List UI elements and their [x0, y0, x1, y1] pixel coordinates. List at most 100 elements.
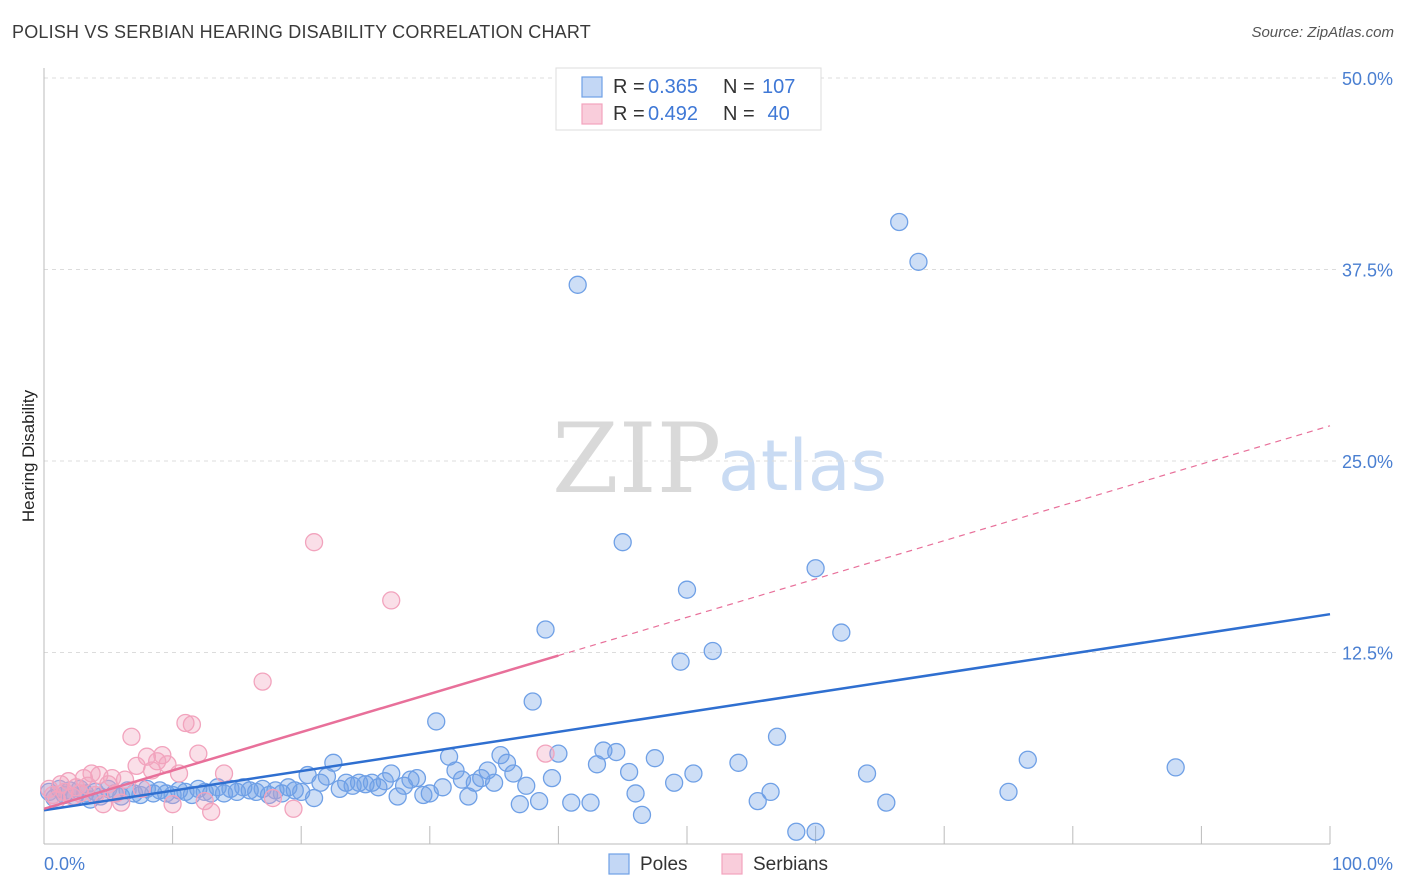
point-poles — [542, 768, 562, 788]
point-serbians — [263, 788, 283, 808]
point-serbians — [182, 715, 202, 734]
bottom-legend: Poles Serbians — [608, 853, 828, 875]
point-poles — [677, 580, 697, 599]
point-poles — [536, 620, 555, 639]
point-poles — [529, 791, 549, 811]
point-poles — [1018, 750, 1037, 769]
point-serbians — [284, 799, 303, 818]
bottom-legend-poles: Poles — [640, 854, 688, 875]
point-poles — [806, 559, 825, 578]
point-poles — [761, 782, 780, 802]
point-poles — [549, 744, 568, 763]
y-axis-label: Hearing Disability — [19, 389, 38, 522]
point-serbians — [214, 764, 234, 783]
legend: R = 0.365 N = 107 R = 0.492 N = 40 — [555, 67, 822, 131]
point-poles — [748, 791, 767, 811]
point-poles — [401, 770, 420, 789]
watermark-atlas: atlas — [718, 425, 887, 507]
point-serbians — [536, 744, 555, 763]
chart-title: POLISH VS SERBIAN HEARING DISABILITY COR… — [12, 22, 591, 42]
point-poles — [703, 641, 722, 661]
point-poles — [999, 782, 1018, 802]
point-serbians — [304, 533, 324, 552]
point-serbians — [137, 747, 157, 766]
point-poles — [433, 778, 452, 797]
grid-lines — [44, 77, 1336, 653]
watermark-zip: ZIP — [552, 403, 721, 515]
point-poles — [632, 805, 652, 825]
point-poles — [568, 275, 587, 294]
point-poles — [729, 753, 748, 772]
point-serbians — [202, 802, 221, 821]
trend-line-poles — [43, 612, 1331, 812]
point-poles — [446, 761, 465, 780]
point-poles — [517, 776, 536, 795]
point-poles — [382, 764, 401, 783]
point-poles — [877, 793, 896, 812]
point-poles — [1166, 758, 1185, 777]
point-poles — [613, 533, 632, 552]
trend-line-serbians-extension — [558, 425, 1331, 657]
point-poles — [806, 822, 825, 841]
legend-serbians-r-label: R = — [613, 103, 645, 125]
bottom-legend-serbians: Serbians — [753, 854, 828, 875]
point-serbians — [382, 591, 401, 610]
point-poles — [664, 773, 684, 792]
point-serbians — [122, 727, 141, 746]
trend-line-serbians — [43, 654, 559, 810]
point-poles — [645, 749, 664, 768]
point-poles — [510, 795, 529, 814]
point-poles — [407, 768, 427, 788]
chart-source: Source: ZipAtlas.com — [1251, 24, 1394, 41]
point-poles — [619, 762, 639, 782]
point-poles — [324, 753, 343, 772]
point-poles — [304, 788, 324, 808]
point-poles — [890, 212, 909, 232]
x-tick-label-max: 100.0% — [1332, 854, 1393, 874]
legend-serbians-n-label: N = — [723, 103, 755, 125]
x-tick-label-min: 0.0% — [44, 854, 85, 874]
series-poles-points — [39, 212, 1185, 841]
point-poles — [857, 764, 877, 783]
point-poles — [285, 781, 304, 800]
point-poles — [832, 623, 851, 642]
point-poles — [427, 712, 446, 731]
bottom-legend-swatch-serbians — [721, 853, 743, 875]
x-ticks — [43, 826, 1331, 844]
point-poles — [626, 784, 645, 803]
point-poles — [562, 793, 581, 812]
legend-poles-n-value: 107 — [762, 76, 795, 98]
point-poles — [607, 742, 626, 762]
point-poles — [787, 822, 806, 841]
point-poles — [388, 787, 407, 806]
legend-serbians-r-value: 0.492 — [648, 103, 698, 125]
y-tick-labels: 12.5% 25.0% 37.5% 50.0% — [1342, 69, 1393, 664]
legend-swatch-poles — [581, 76, 603, 98]
point-serbians — [253, 672, 272, 691]
point-poles — [581, 793, 600, 812]
point-poles — [414, 785, 433, 805]
legend-poles-n-label: N = — [723, 76, 755, 98]
point-poles — [484, 773, 504, 792]
legend-serbians-n-value: 40 — [762, 103, 790, 125]
legend-swatch-serbians — [581, 103, 603, 125]
y-tick-label: 25.0% — [1342, 452, 1393, 472]
legend-poles-r-value: 0.365 — [648, 76, 698, 98]
point-poles — [349, 773, 369, 792]
point-poles — [909, 252, 928, 271]
point-serbians — [176, 713, 195, 733]
legend-poles-r-label: R = — [613, 76, 645, 98]
point-poles — [504, 764, 523, 783]
y-tick-label: 12.5% — [1342, 644, 1393, 664]
point-poles — [523, 692, 542, 711]
point-poles — [684, 764, 703, 783]
y-tick-label: 50.0% — [1342, 69, 1393, 89]
trend-lines — [43, 425, 1331, 812]
point-serbians — [195, 791, 214, 811]
point-poles — [767, 727, 787, 746]
point-poles — [671, 652, 690, 671]
point-poles — [497, 753, 517, 772]
bottom-legend-swatch-poles — [608, 853, 630, 875]
point-serbians — [153, 745, 172, 765]
